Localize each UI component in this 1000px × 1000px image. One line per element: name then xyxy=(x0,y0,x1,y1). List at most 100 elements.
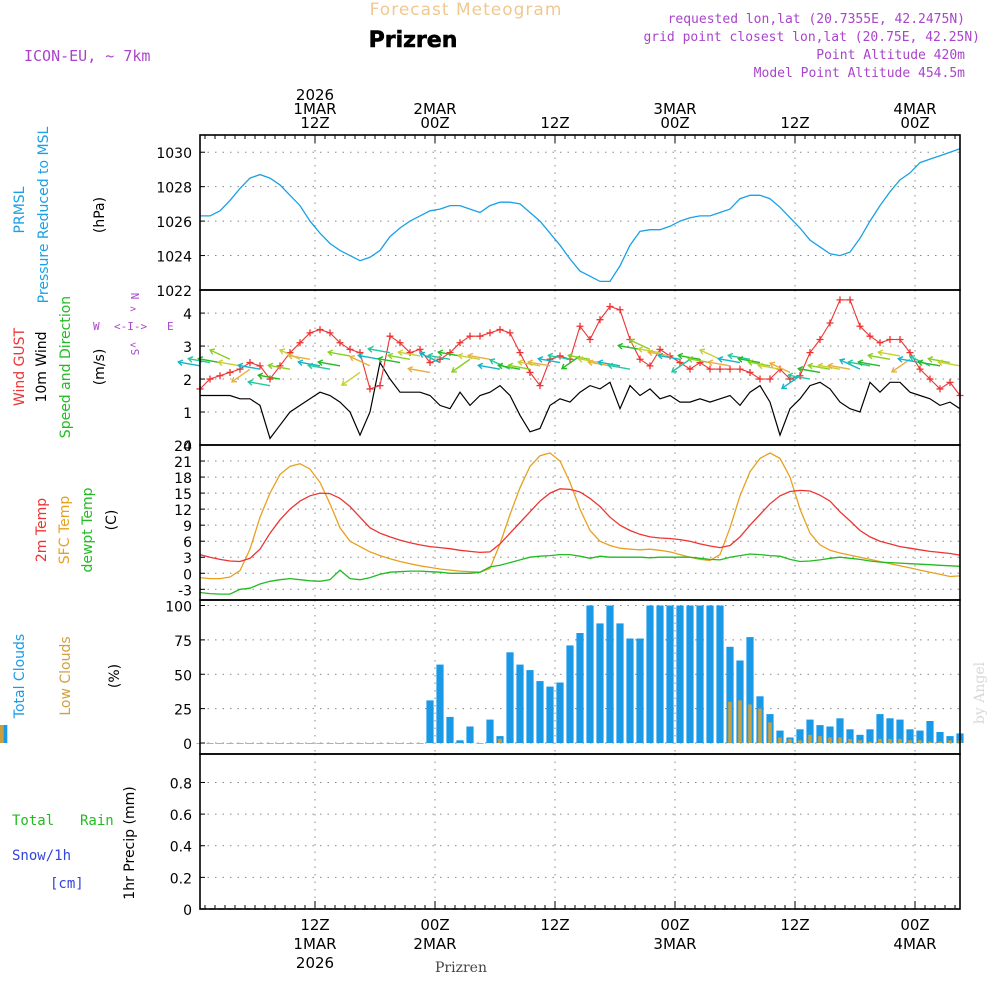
wind-arrow-head xyxy=(897,356,904,363)
wind-arrow-head xyxy=(647,349,654,357)
bottom-time-label: 2026 xyxy=(296,954,334,972)
wind-arrow-shaft xyxy=(378,358,401,364)
wind-arrow-shaft xyxy=(868,354,891,360)
precip-panel-labels: Total Rain Snow/1h [cm] 1hr Precip (mm) xyxy=(12,786,138,899)
gust-marker xyxy=(376,382,384,390)
gust-marker xyxy=(216,372,224,380)
wind-arrow-head xyxy=(747,359,754,367)
y-tick-label: 1026 xyxy=(156,215,192,231)
wind-arrow-shaft xyxy=(258,374,281,380)
gust-marker xyxy=(636,355,644,363)
wind-arrow-head xyxy=(908,355,916,362)
compass-s-arrow: < xyxy=(130,340,136,351)
y-tick-label: 12 xyxy=(174,503,192,519)
wind-arrow-head xyxy=(427,352,434,360)
wind-arrow-shaft xyxy=(781,375,801,389)
gust-marker xyxy=(906,349,914,357)
gust-marker xyxy=(576,322,584,330)
low-cloud-bar xyxy=(828,737,832,743)
t2m-line xyxy=(199,488,961,563)
low-cloud-bar xyxy=(778,737,782,743)
low-cloud-bar xyxy=(818,736,822,743)
sfc-label: SFC Temp xyxy=(57,496,73,565)
gust-marker xyxy=(306,329,314,337)
gust-marker xyxy=(866,332,874,340)
y-tick-label: 1028 xyxy=(156,181,192,197)
t2m-label: 2m Temp xyxy=(34,498,50,562)
gust-marker xyxy=(726,365,734,373)
wind-line xyxy=(200,360,961,440)
wind-arrow-shaft xyxy=(738,358,761,364)
gust-marker xyxy=(826,319,834,327)
top-time-label: 2026 xyxy=(296,86,334,104)
bottom-time-label: 12Z xyxy=(780,916,809,934)
wind-arrow-head xyxy=(698,348,706,355)
gust-marker xyxy=(946,378,954,386)
y-tick-label: 50 xyxy=(174,668,192,684)
sfc-temp-line xyxy=(199,452,961,580)
gust-marker xyxy=(886,335,894,343)
wind-arrow-head xyxy=(247,379,254,386)
gust-marker xyxy=(856,322,864,330)
total-cloud-bar xyxy=(336,743,344,744)
wind-arrow-shaft xyxy=(658,354,681,360)
low-cloud-bar xyxy=(888,738,892,743)
wind-arrow-shaft xyxy=(828,364,851,370)
total-cloud-bar xyxy=(946,736,954,743)
panel-frame xyxy=(199,753,961,910)
pressure-label-2: Pressure Reduced to MSL xyxy=(36,126,52,303)
top-time-label: 00Z xyxy=(660,114,689,132)
pressure-line xyxy=(200,148,961,283)
y-tick-label: 24 xyxy=(174,439,192,455)
wind-arrow-shaft xyxy=(848,361,871,367)
gust-marker xyxy=(256,362,264,370)
wind-arrow-head xyxy=(677,352,684,360)
wind-arrow-head xyxy=(467,352,474,360)
wind-arrow-head xyxy=(278,348,286,355)
y-tick-label: 3 xyxy=(183,551,192,567)
wind-arrow-shaft xyxy=(388,354,411,360)
gust-marker xyxy=(756,375,764,383)
total-cloud-bar xyxy=(696,605,704,743)
wind-arrow-shaft xyxy=(349,355,371,367)
y-tick-label: 1022 xyxy=(156,284,192,300)
cloud-panel-labels: Total Clouds Low Clouds (%) xyxy=(12,634,123,719)
wind-arrow-head xyxy=(687,356,694,363)
wind-arrow-head xyxy=(797,365,804,373)
bottom-time-label: 00Z xyxy=(660,916,689,934)
panel-frame xyxy=(199,134,961,291)
low-cloud-bar xyxy=(848,738,852,743)
wind-arrow-shaft xyxy=(408,367,431,374)
pressure-unit: (hPa) xyxy=(92,197,108,233)
total-cloud-bar xyxy=(646,605,654,743)
point-altitude: Point Altitude 420m xyxy=(816,48,965,63)
gust-marker xyxy=(746,368,754,376)
total-cloud-bar xyxy=(836,718,844,744)
total-cloud-bar xyxy=(526,670,534,743)
gust-marker xyxy=(656,345,664,353)
wind-arrow-shaft xyxy=(678,354,701,360)
wind-arrow-head xyxy=(437,349,444,357)
data-layer xyxy=(0,148,964,910)
wind-arrow-head xyxy=(838,358,846,365)
wind-arrow-head xyxy=(787,372,794,380)
wind-arrow-head xyxy=(407,365,414,373)
total-cloud-bar xyxy=(716,605,724,743)
total-cloud-bar xyxy=(656,605,664,743)
gust-marker xyxy=(676,359,684,367)
low-cloud-bar xyxy=(878,738,882,743)
y-tick-label: 2 xyxy=(183,373,192,389)
wind-arrow-shaft xyxy=(798,367,821,374)
total-cloud-bar xyxy=(666,605,674,743)
total-clouds-label: Total Clouds xyxy=(12,634,28,719)
wind-arrow-shaft xyxy=(878,351,901,357)
total-cloud-bar xyxy=(456,740,464,744)
bottom-time-label: 00Z xyxy=(420,916,449,934)
wind-arrow-head xyxy=(670,366,678,373)
wind-arrow-head xyxy=(560,363,568,370)
wind-arrow-head xyxy=(217,359,224,367)
low-cloud-bar xyxy=(938,741,942,743)
precip-unit: 1hr Precip (mm) xyxy=(122,786,138,899)
y-tick-label: 0 xyxy=(183,439,192,455)
